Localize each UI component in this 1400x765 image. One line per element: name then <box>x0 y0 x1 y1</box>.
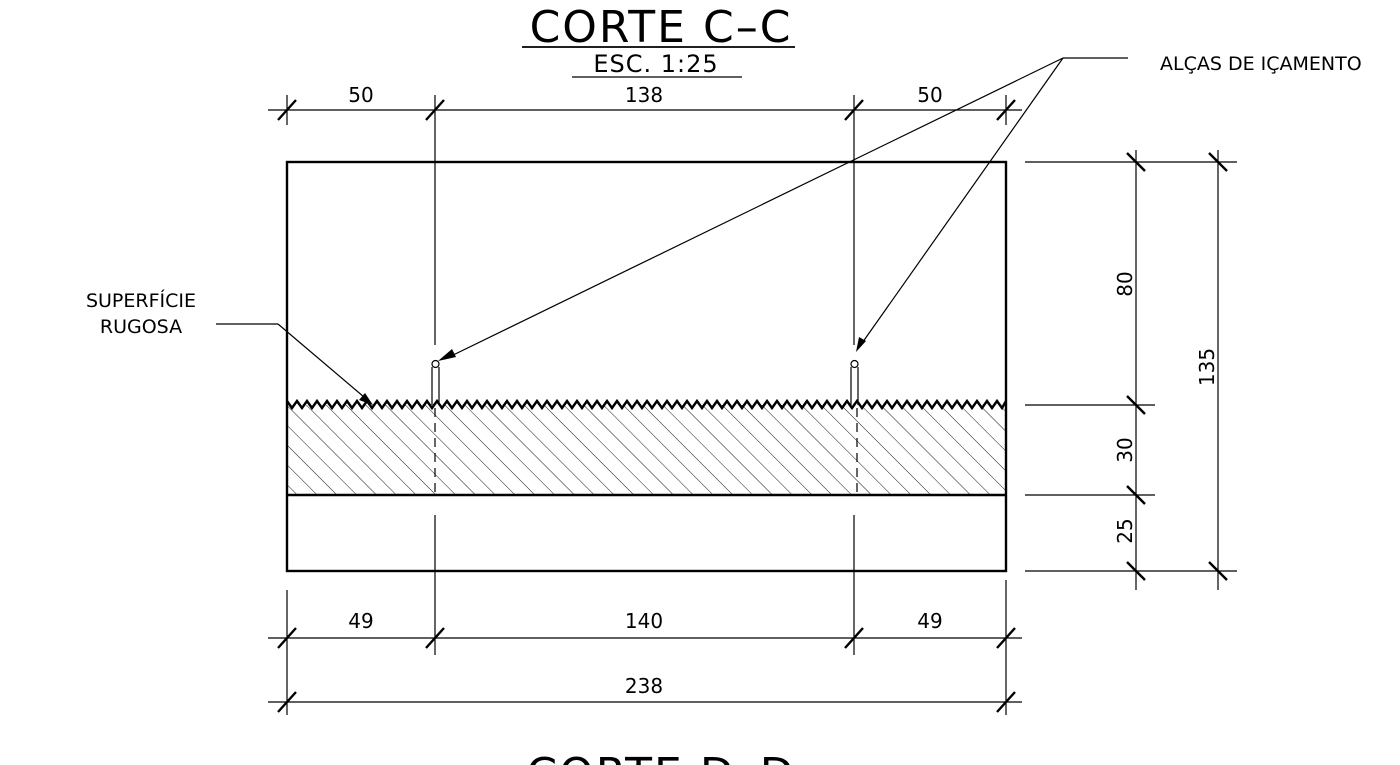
dim-top-right: 50 <box>917 83 942 107</box>
dim-top-left: 50 <box>348 83 373 107</box>
drawing-title: CORTE C–C <box>530 2 793 53</box>
dim-bottom-left: 49 <box>348 609 373 633</box>
dim-top-middle: 138 <box>625 83 663 107</box>
rough-surface-leader <box>216 323 373 405</box>
top-dimension <box>268 95 1022 125</box>
dim-right-top: 80 <box>1113 271 1137 296</box>
dim-total-width: 238 <box>625 674 663 698</box>
rough-surface-line <box>286 398 1008 411</box>
right-dimension <box>1025 150 1237 590</box>
lifting-loops-label: ALÇAS DE IÇAMENTO <box>1160 53 1362 75</box>
rough-surface-label-line1: SUPERFÍCIE <box>86 289 196 312</box>
lifting-loop-right <box>850 359 859 405</box>
bottom-dimension <box>268 580 1022 715</box>
dim-total-height: 135 <box>1195 348 1219 386</box>
lifting-loop-left <box>431 359 440 405</box>
dim-right-middle: 30 <box>1113 437 1137 462</box>
next-section-title: CORTE D–D <box>526 749 795 765</box>
rough-surface-label-line2: RUGOSA <box>100 316 182 338</box>
section-outline <box>285 160 1008 573</box>
scale-label: ESC. 1:25 <box>593 50 718 78</box>
dim-right-bottom: 25 <box>1113 518 1137 543</box>
hatched-layer <box>287 405 1006 495</box>
dim-bottom-middle: 140 <box>625 609 663 633</box>
dim-bottom-right: 49 <box>917 609 942 633</box>
lifting-loops-leader <box>438 57 1128 361</box>
